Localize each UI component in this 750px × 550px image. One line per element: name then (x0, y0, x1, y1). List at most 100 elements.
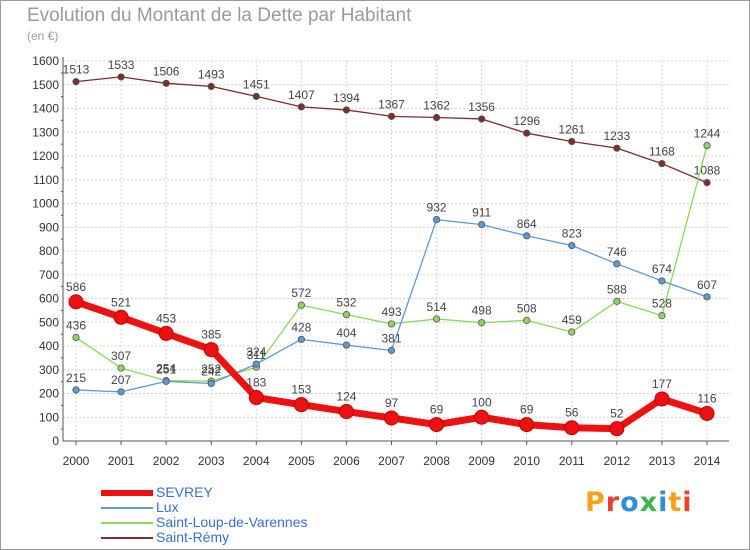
y-tick-label: 900 (39, 220, 59, 234)
x-tick-label: 2002 (153, 454, 180, 468)
data-label: 252 (201, 362, 221, 376)
data-point (342, 106, 351, 114)
data-point (703, 293, 711, 301)
data-point (162, 377, 170, 385)
data-point (387, 320, 396, 328)
data-label: 1533 (108, 58, 135, 72)
data-point (338, 404, 354, 420)
data-point (613, 297, 621, 305)
data-point (432, 113, 441, 122)
x-tick-label: 2010 (513, 454, 540, 468)
y-tick-label: 1300 (32, 125, 59, 139)
legend-swatch (101, 507, 153, 509)
y-tick-label: 300 (39, 363, 59, 377)
data-point (523, 316, 531, 324)
legend-label: SEVREY (156, 484, 213, 500)
data-point (384, 410, 399, 426)
data-label: 572 (291, 286, 311, 300)
series-saint-loup-de-varennes: 436 307 254 252 311 572 532 493 514 498 508 459 588 5… (66, 127, 721, 385)
x-tick-label: 2009 (468, 454, 495, 468)
data-label: 183 (246, 376, 266, 390)
data-point (297, 301, 305, 309)
data-label: 521 (111, 295, 131, 309)
data-point (523, 232, 531, 240)
data-point (297, 335, 305, 343)
y-tick-label: 500 (39, 315, 59, 329)
data-label: 307 (111, 349, 131, 363)
y-tick-label: 200 (39, 387, 59, 401)
data-point (564, 420, 580, 436)
data-point (609, 421, 625, 437)
data-label: 508 (517, 301, 537, 315)
data-point (72, 386, 80, 394)
data-point (519, 417, 535, 433)
y-tick-label: 800 (39, 244, 59, 258)
data-label: 324 (246, 345, 266, 359)
legend-label: Saint-Rémy (156, 529, 230, 545)
data-label: 100 (472, 395, 492, 409)
data-label: 254 (156, 362, 176, 376)
data-label: 588 (607, 282, 627, 296)
data-point (613, 144, 621, 152)
data-label: 69 (430, 403, 444, 417)
data-label: 215 (66, 371, 86, 385)
data-point (432, 315, 441, 323)
data-label: 498 (472, 304, 492, 318)
data-label: 69 (520, 403, 534, 417)
data-label: 177 (652, 377, 672, 391)
data-point (117, 73, 125, 81)
data-label: 1244 (694, 127, 721, 141)
y-tick-label: 400 (39, 339, 59, 353)
data-point (342, 341, 351, 349)
data-label: 493 (381, 305, 401, 319)
data-point (432, 216, 441, 224)
data-point (658, 160, 666, 168)
x-tick-label: 2001 (108, 454, 135, 468)
y-tick-label: 1000 (32, 197, 59, 211)
logo-letter: i (682, 487, 693, 518)
x-tick-label: 2012 (604, 454, 631, 468)
data-point (203, 342, 219, 358)
logo-letter: x (639, 487, 659, 518)
data-label: 385 (201, 328, 221, 342)
y-tick-label: 100 (39, 410, 59, 424)
data-point (342, 311, 351, 319)
data-point (474, 409, 490, 425)
data-point (117, 364, 125, 372)
data-point (703, 141, 711, 150)
data-label: 459 (562, 313, 582, 327)
data-label: 52 (610, 407, 624, 421)
data-point (523, 129, 531, 137)
data-label: 381 (381, 332, 401, 346)
chart-title: Evolution du Montant de la Dette par Hab… (27, 5, 412, 26)
chart-subtitle: (en €) (27, 29, 59, 43)
legend-swatch (101, 522, 153, 524)
data-point (207, 379, 215, 388)
x-tick-label: 2013 (649, 454, 676, 468)
data-label: 1367 (378, 97, 405, 111)
logo-letter: r (605, 487, 621, 518)
x-tick-label: 2000 (63, 454, 90, 468)
y-tick-label: 1600 (32, 54, 59, 68)
y-tick-label: 700 (39, 268, 59, 282)
data-point (478, 221, 486, 229)
data-label: 864 (517, 217, 537, 231)
data-label: 251 (156, 362, 176, 376)
data-label: 1233 (604, 129, 631, 143)
data-label: 1451 (243, 77, 270, 91)
logo-letter: i (658, 487, 669, 518)
data-label: 1493 (198, 67, 225, 81)
data-point (613, 260, 621, 268)
data-label: 932 (427, 201, 447, 215)
data-point (478, 319, 486, 327)
legend-swatch (101, 537, 153, 539)
x-tick-label: 2004 (243, 454, 270, 468)
logo-letter: t (668, 487, 683, 518)
data-label: 207 (111, 373, 131, 387)
y-tick-label: 600 (39, 292, 59, 306)
data-point (658, 277, 666, 285)
data-label: 124 (336, 390, 356, 404)
data-label: 153 (291, 383, 311, 397)
